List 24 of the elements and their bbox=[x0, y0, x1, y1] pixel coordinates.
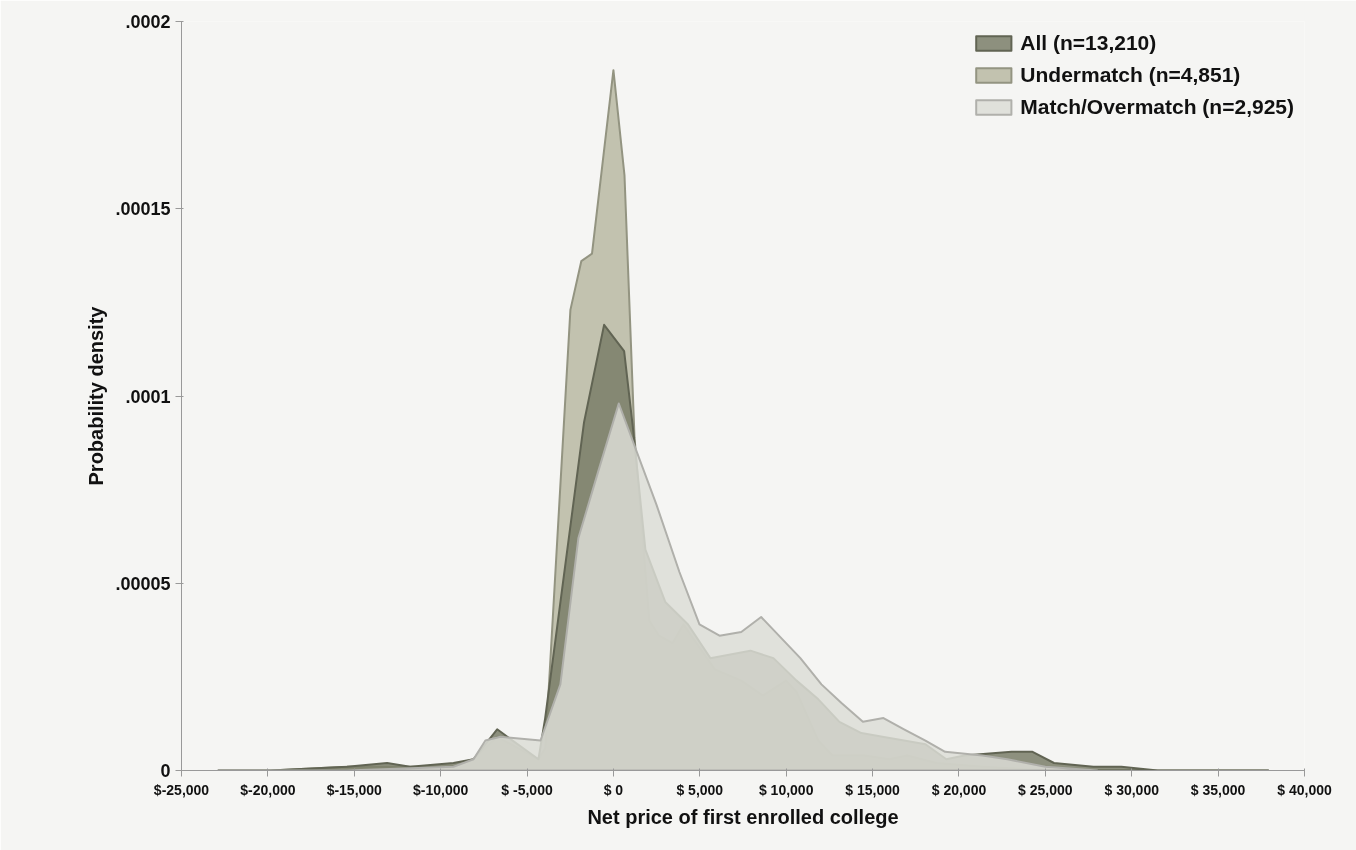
x-axis-title: Net price of first enrolled college bbox=[587, 805, 899, 828]
x-tick-label: $ 40,000 bbox=[1277, 781, 1332, 798]
x-tick-label: $ 35,000 bbox=[1190, 781, 1246, 798]
y-tick-label: .0002 bbox=[125, 12, 171, 32]
x-tick-label: $ -5,000 bbox=[501, 781, 553, 798]
y-tick-label: .0001 bbox=[125, 386, 171, 407]
x-tick-label: $-25,000 bbox=[153, 781, 210, 798]
legend-label: All (n=13,210) bbox=[1020, 31, 1157, 55]
x-tick-label: $ 0 bbox=[603, 781, 624, 798]
x-tick-label: $-15,000 bbox=[326, 781, 383, 798]
x-tick-label: $ 30,000 bbox=[1104, 781, 1160, 798]
legend-label: Undermatch (n=4,851) bbox=[1020, 63, 1241, 87]
x-tick-label: $-10,000 bbox=[413, 781, 469, 798]
y-tick-label: .00005 bbox=[115, 573, 171, 594]
legend-label: Match/Overmatch (n=2,925) bbox=[1020, 95, 1294, 119]
x-tick-label: $ 25,000 bbox=[1018, 781, 1073, 798]
x-tick-label: $ 10,000 bbox=[758, 781, 814, 798]
x-tick-label: $ 20,000 bbox=[931, 781, 987, 798]
y-tick-label: 0 bbox=[160, 761, 171, 781]
x-tick-label: $ 5,000 bbox=[676, 781, 724, 798]
x-tick-label: $ 15,000 bbox=[845, 781, 901, 798]
y-tick-label: .00015 bbox=[115, 199, 171, 220]
y-axis-title: Probability density bbox=[85, 305, 108, 486]
x-tick-label: $-20,000 bbox=[240, 781, 296, 798]
